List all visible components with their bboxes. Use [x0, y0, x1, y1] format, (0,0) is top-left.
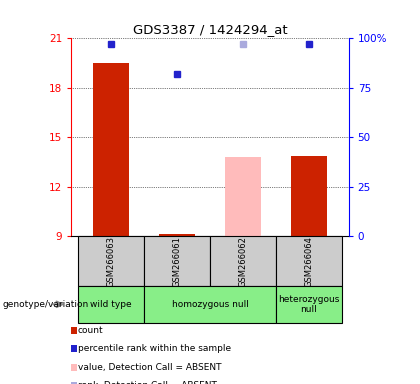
Text: count: count	[78, 326, 103, 335]
Text: GSM266063: GSM266063	[107, 236, 116, 286]
Bar	[291, 156, 327, 236]
Bar	[71, 364, 77, 371]
Bar	[71, 382, 77, 384]
Text: heterozygous
null: heterozygous null	[278, 295, 340, 314]
Text: GSM266062: GSM266062	[239, 236, 247, 286]
Text: GSM266064: GSM266064	[304, 236, 313, 286]
Text: value, Detection Call = ABSENT: value, Detection Call = ABSENT	[78, 362, 221, 372]
Text: genotype/variation: genotype/variation	[2, 300, 88, 309]
Text: wild type: wild type	[90, 300, 132, 309]
Text: percentile rank within the sample: percentile rank within the sample	[78, 344, 231, 353]
Bar	[159, 234, 195, 236]
Bar	[144, 286, 276, 323]
Bar	[276, 286, 342, 323]
Bar	[210, 236, 276, 286]
Text: GSM266061: GSM266061	[173, 236, 181, 286]
Bar	[71, 345, 77, 352]
Bar	[93, 63, 129, 236]
Text: rank, Detection Call = ABSENT: rank, Detection Call = ABSENT	[78, 381, 217, 384]
Bar	[144, 236, 210, 286]
Bar	[78, 286, 144, 323]
Text: homozygous null: homozygous null	[171, 300, 249, 309]
Bar	[276, 236, 342, 286]
Bar	[78, 236, 144, 286]
Title: GDS3387 / 1424294_at: GDS3387 / 1424294_at	[133, 23, 287, 36]
Bar	[225, 157, 261, 236]
Bar	[71, 327, 77, 334]
